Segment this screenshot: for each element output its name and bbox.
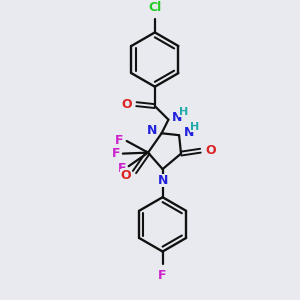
Text: F: F bbox=[118, 162, 127, 175]
Text: H: H bbox=[179, 107, 188, 117]
Text: O: O bbox=[120, 169, 130, 182]
Text: F: F bbox=[111, 147, 120, 160]
Text: O: O bbox=[121, 98, 132, 111]
Text: H: H bbox=[190, 122, 199, 132]
Text: N: N bbox=[184, 126, 194, 139]
Text: O: O bbox=[205, 144, 216, 157]
Text: N: N bbox=[172, 111, 183, 124]
Text: F: F bbox=[115, 134, 124, 146]
Text: N: N bbox=[146, 124, 157, 137]
Text: N: N bbox=[158, 174, 168, 187]
Text: Cl: Cl bbox=[148, 1, 161, 14]
Text: F: F bbox=[158, 269, 167, 282]
